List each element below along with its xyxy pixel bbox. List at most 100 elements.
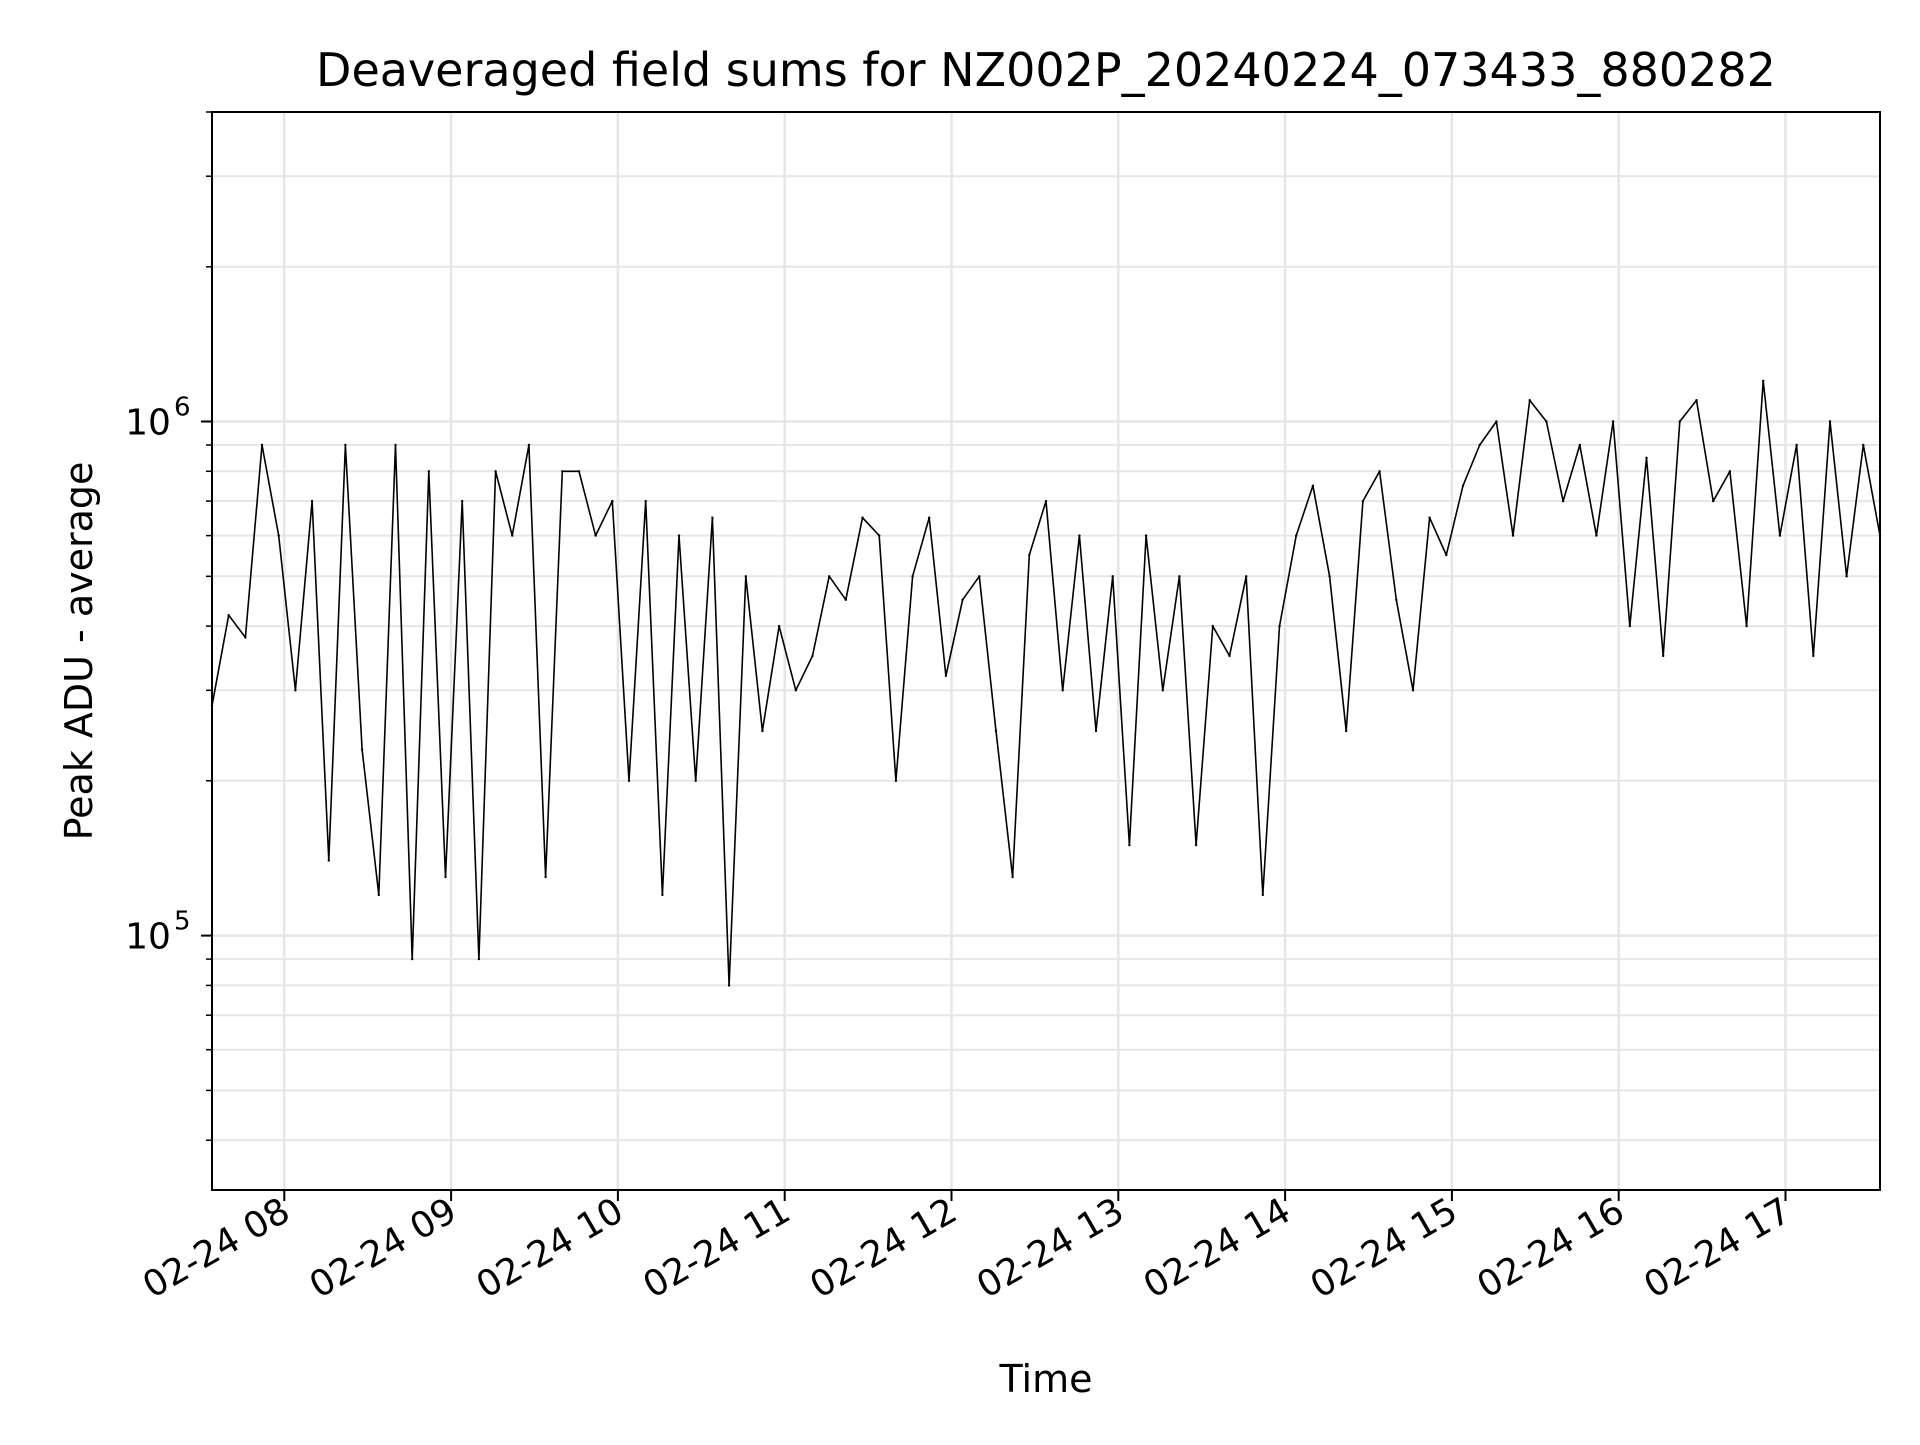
data-point <box>1812 654 1815 658</box>
data-point <box>978 575 981 578</box>
data-point <box>1028 553 1031 557</box>
data-point <box>1245 575 1248 578</box>
data-point <box>727 984 731 987</box>
data-point <box>811 654 814 658</box>
data-point <box>1762 379 1765 382</box>
data-point <box>1461 484 1465 487</box>
data-point <box>511 534 514 537</box>
data-point <box>1845 575 1848 578</box>
data-point <box>1528 399 1531 402</box>
data-point <box>711 516 714 519</box>
data-point <box>961 598 964 601</box>
data-point <box>1128 843 1131 847</box>
data-point <box>544 875 547 879</box>
data-point <box>1345 729 1348 733</box>
data-point <box>427 470 430 473</box>
data-point <box>1295 534 1298 537</box>
data-point <box>1194 843 1198 847</box>
data-point <box>1795 443 1798 447</box>
data-point <box>994 729 998 733</box>
data-point <box>411 957 414 961</box>
data-point <box>561 470 564 473</box>
chart-title: Deaveraged field sums for NZ002P_2024022… <box>316 43 1776 97</box>
data-point <box>327 859 330 862</box>
data-point <box>1511 534 1515 537</box>
data-point <box>1144 534 1148 537</box>
data-point <box>461 499 464 503</box>
data-point <box>1645 456 1648 459</box>
y-tick-label-exponent: 5 <box>174 907 191 937</box>
data-point <box>878 534 881 537</box>
data-point <box>1628 624 1632 628</box>
data-point <box>1578 443 1582 447</box>
data-point <box>1111 575 1114 578</box>
data-point <box>861 516 864 519</box>
data-point <box>911 575 914 578</box>
data-point <box>894 779 898 782</box>
y-axis-label: Peak ADU - average <box>57 462 101 841</box>
data-point <box>294 689 297 692</box>
data-point <box>828 575 831 578</box>
data-point <box>360 748 364 751</box>
data-point <box>1011 875 1014 879</box>
data-point <box>1395 598 1398 601</box>
data-point <box>577 470 581 473</box>
data-point <box>644 499 647 503</box>
y-tick-label-exponent: 6 <box>174 393 191 423</box>
data-point <box>1278 624 1281 628</box>
data-point <box>611 499 614 503</box>
data-point <box>1712 499 1715 503</box>
data-point <box>444 875 447 879</box>
data-point <box>260 443 264 447</box>
data-point <box>1445 553 1448 557</box>
plot-area <box>212 112 1880 1190</box>
data-point <box>1545 420 1548 423</box>
data-point <box>928 516 931 519</box>
data-point <box>1061 689 1064 692</box>
data-point <box>677 534 681 537</box>
data-point <box>527 443 531 447</box>
data-point <box>277 534 280 537</box>
data-point <box>1478 443 1481 447</box>
data-point <box>227 614 230 617</box>
series-layer <box>210 379 1882 987</box>
data-point <box>344 443 347 447</box>
data-point <box>1745 624 1748 628</box>
data-point <box>1728 470 1732 473</box>
data-point <box>761 729 764 733</box>
data-point <box>627 779 631 782</box>
x-axis-label: Time <box>999 1357 1093 1401</box>
data-point <box>1611 420 1615 423</box>
data-point <box>1561 499 1565 503</box>
data-point <box>1862 443 1865 447</box>
data-point <box>794 689 797 692</box>
data-point <box>1495 420 1498 423</box>
data-point <box>1328 575 1331 578</box>
data-point <box>1228 654 1231 658</box>
data-point <box>1161 689 1165 692</box>
data-point <box>661 893 664 897</box>
data-point <box>1828 420 1832 423</box>
data-point <box>494 470 497 473</box>
y-tick-label: 10 <box>125 403 171 444</box>
data-point <box>1311 484 1315 487</box>
data-point <box>694 779 697 782</box>
data-point <box>1595 534 1598 537</box>
data-point <box>594 534 597 537</box>
data-point <box>1078 534 1081 537</box>
y-tick-label: 10 <box>125 917 171 958</box>
data-point <box>394 443 397 447</box>
data-point <box>1261 893 1265 897</box>
data-point <box>1094 729 1098 733</box>
data-point <box>377 893 380 897</box>
data-point <box>1211 624 1215 628</box>
data-point <box>244 636 247 639</box>
data-point <box>1695 399 1698 402</box>
data-point <box>844 598 847 601</box>
data-point <box>1361 499 1365 503</box>
data-point <box>744 575 747 578</box>
data-point <box>310 499 314 503</box>
plot-frame <box>211 111 1881 1191</box>
